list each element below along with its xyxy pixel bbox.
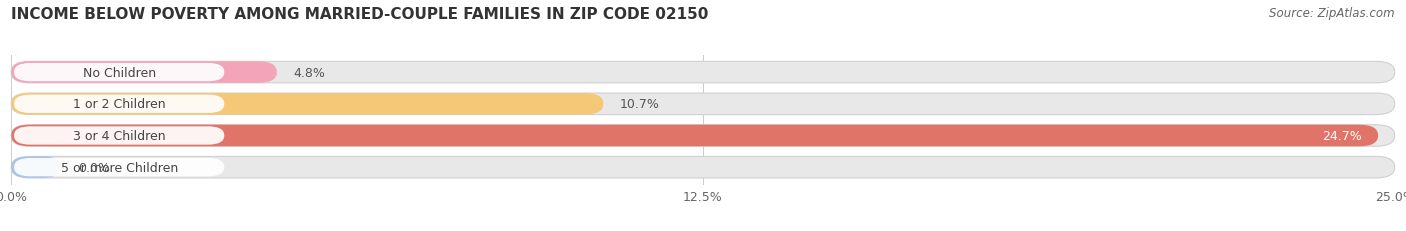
FancyBboxPatch shape <box>11 94 1395 115</box>
Text: INCOME BELOW POVERTY AMONG MARRIED-COUPLE FAMILIES IN ZIP CODE 02150: INCOME BELOW POVERTY AMONG MARRIED-COUPL… <box>11 7 709 22</box>
Text: 1 or 2 Children: 1 or 2 Children <box>73 98 166 111</box>
FancyBboxPatch shape <box>14 158 225 176</box>
FancyBboxPatch shape <box>11 94 603 115</box>
FancyBboxPatch shape <box>11 62 1395 84</box>
FancyBboxPatch shape <box>14 95 225 113</box>
Text: Source: ZipAtlas.com: Source: ZipAtlas.com <box>1270 7 1395 20</box>
FancyBboxPatch shape <box>11 125 1378 147</box>
FancyBboxPatch shape <box>11 125 1395 147</box>
FancyBboxPatch shape <box>11 157 1395 178</box>
Text: 5 or more Children: 5 or more Children <box>60 161 177 174</box>
FancyBboxPatch shape <box>11 62 277 84</box>
Text: No Children: No Children <box>83 66 156 79</box>
Text: 10.7%: 10.7% <box>620 98 659 111</box>
Text: 4.8%: 4.8% <box>294 66 325 79</box>
FancyBboxPatch shape <box>14 64 225 82</box>
FancyBboxPatch shape <box>11 157 60 178</box>
Text: 0.0%: 0.0% <box>77 161 110 174</box>
Text: 24.7%: 24.7% <box>1322 129 1361 142</box>
Text: 3 or 4 Children: 3 or 4 Children <box>73 129 166 142</box>
FancyBboxPatch shape <box>14 127 225 145</box>
